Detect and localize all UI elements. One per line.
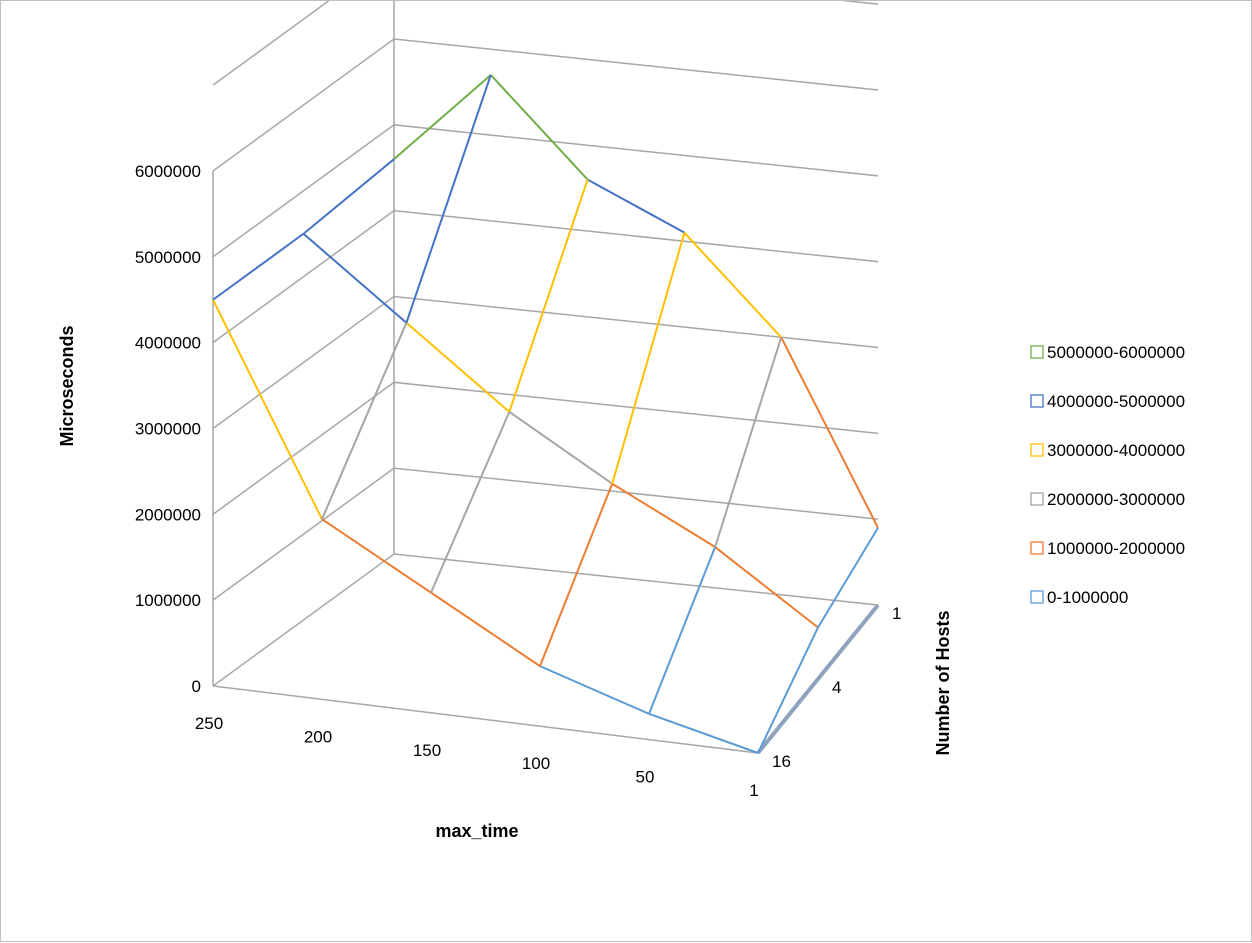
x-axis-ticks: 250 200 150 100 50 1 — [195, 714, 759, 800]
x-axis-title: max_time — [435, 821, 518, 841]
surface-segment — [780, 336, 879, 529]
x-tick-label: 200 — [304, 727, 332, 746]
surface-segment — [508, 179, 589, 413]
surface-segment — [405, 322, 510, 413]
chart-walls — [212, 1, 880, 755]
surface-segment — [302, 158, 395, 235]
z-tick-label: 6000000 — [135, 162, 201, 181]
legend-swatch — [1030, 394, 1044, 408]
surface-segment — [490, 74, 589, 181]
z-tick-label: 3000000 — [135, 420, 201, 439]
surface-segment — [714, 336, 783, 548]
surface-segment — [817, 527, 879, 629]
surface-segment — [212, 299, 323, 520]
legend-swatch — [1030, 492, 1044, 506]
legend-swatch — [1030, 345, 1044, 359]
gridline — [212, 295, 879, 430]
z-axis-ticks: 0 1000000 2000000 3000000 4000000 5000000 6000… — [135, 162, 201, 696]
legend-swatch — [1030, 541, 1044, 555]
legend-label: 2000000-3000000 — [1047, 490, 1185, 509]
gridline — [212, 467, 879, 601]
x-tick-label: 100 — [522, 754, 550, 773]
gridline — [212, 209, 879, 344]
surface-segment — [321, 322, 408, 520]
surface-segment — [648, 712, 759, 754]
legend-swatch — [1030, 590, 1044, 604]
gridline — [212, 38, 879, 172]
z-tick-label: 5000000 — [135, 248, 201, 267]
surface-segment — [393, 74, 492, 160]
surface-segment — [430, 411, 511, 594]
surface-segment — [539, 483, 614, 667]
surface-segment — [648, 546, 717, 715]
gridline — [212, 124, 879, 258]
surface-segment — [321, 518, 432, 594]
surface-mesh — [212, 74, 879, 754]
surface-segment — [683, 232, 782, 338]
legend-label: 5000000-6000000 — [1047, 343, 1185, 362]
legend-label: 3000000-4000000 — [1047, 441, 1185, 460]
legend-label: 4000000-5000000 — [1047, 392, 1185, 411]
gridline — [212, 381, 879, 515]
surface-segment — [587, 178, 685, 234]
surface-segment — [508, 411, 613, 485]
surface-segment — [611, 232, 686, 485]
legend-label: 1000000-2000000 — [1047, 539, 1185, 558]
z-tick-label: 1000000 — [135, 591, 201, 610]
surface-segment — [430, 591, 541, 667]
x-tick-label: 150 — [413, 741, 441, 760]
surface-segment — [405, 74, 492, 324]
z-axis-title: Microseconds — [57, 325, 77, 446]
chart-legend: 5000000-6000000 4000000-5000000 3000000-40… — [1030, 343, 1185, 607]
y-axis-title: Number of Hosts — [933, 610, 953, 755]
surface-segment — [611, 482, 716, 548]
surface-segment — [302, 232, 408, 324]
legend-label: 0-1000000 — [1047, 588, 1128, 607]
surface-segment — [539, 665, 650, 715]
gridline — [212, 553, 879, 687]
z-tick-label: 2000000 — [135, 505, 201, 524]
gridline — [212, 1, 879, 86]
y-tick-label: 4 — [832, 678, 841, 697]
floor-edge — [212, 685, 759, 754]
z-tick-label: 0 — [192, 677, 201, 696]
y-tick-label: 16 — [772, 752, 791, 771]
z-tick-label: 4000000 — [135, 334, 201, 353]
chart-gridlines — [212, 1, 879, 687]
surface-segment — [714, 546, 819, 629]
x-tick-label: 1 — [749, 781, 758, 800]
surface-segment — [757, 627, 819, 754]
floor-depth-edge — [756, 603, 880, 755]
y-axis-ticks: 1 4 16 — [772, 604, 901, 771]
x-tick-label: 50 — [636, 768, 655, 787]
surface-segment — [212, 232, 305, 301]
legend-swatch — [1030, 443, 1044, 457]
x-tick-label: 250 — [195, 714, 223, 733]
y-tick-label: 1 — [892, 604, 901, 623]
